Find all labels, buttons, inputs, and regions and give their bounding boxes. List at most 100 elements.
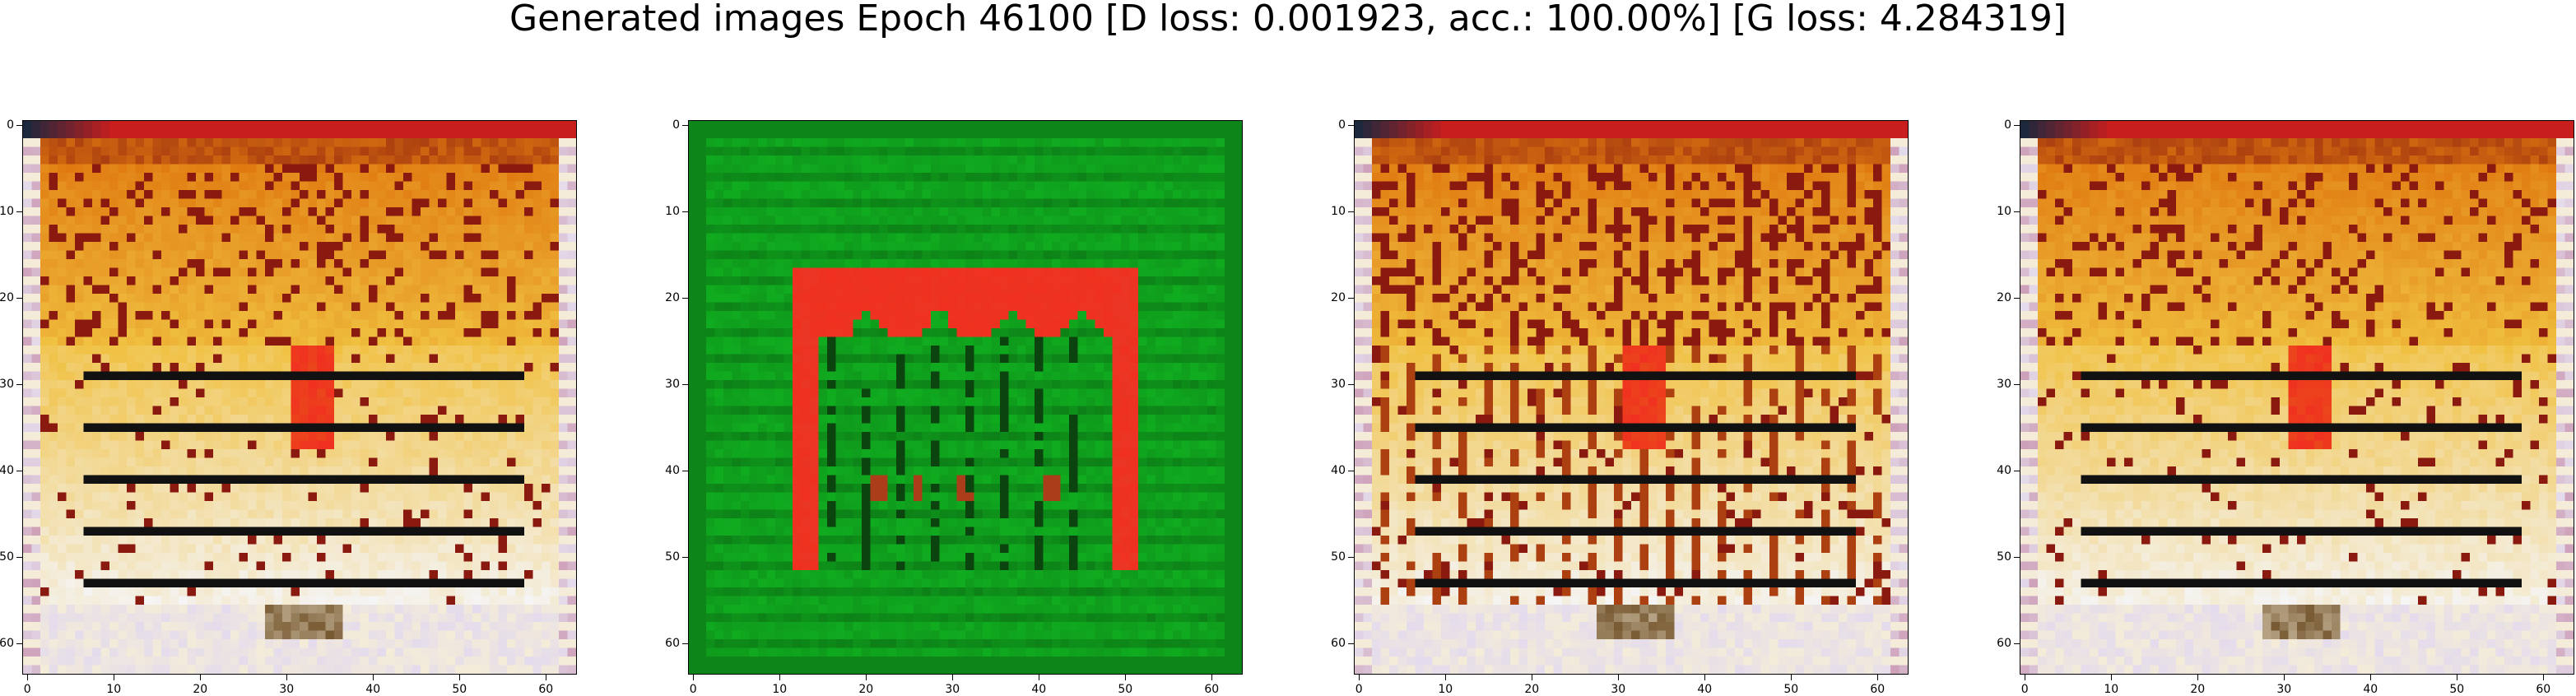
y-tick: [2014, 125, 2020, 127]
x-tick: [200, 675, 202, 680]
x-tick: [2370, 675, 2372, 680]
x-tick-label: 50: [2449, 683, 2465, 696]
x-tick-label: 40: [1031, 683, 1047, 696]
y-tick-label: 30: [0, 378, 14, 392]
x-tick: [952, 675, 954, 680]
x-tick: [2543, 675, 2545, 680]
x-tick-label: 20: [858, 683, 874, 696]
x-tick-label: 20: [193, 683, 208, 696]
x-tick: [1704, 675, 1706, 680]
y-tick-label: 60: [0, 637, 14, 651]
x-tick: [1125, 675, 1127, 680]
y-tick: [16, 298, 22, 299]
y-tick: [682, 557, 688, 559]
figure-title: Generated images Epoch 46100 [D loss: 0.…: [509, 0, 2067, 39]
y-tick-label: 40: [0, 464, 14, 478]
y-tick: [2014, 643, 2020, 645]
x-tick-label: 60: [2536, 683, 2551, 696]
y-tick: [1348, 643, 1354, 645]
y-tick-label: 30: [665, 378, 680, 392]
x-tick-label: 20: [2190, 683, 2206, 696]
x-tick-label: 30: [279, 683, 295, 696]
x-tick-label: 0: [689, 683, 697, 696]
y-tick-label: 40: [1997, 464, 2011, 478]
generated-image: [2020, 121, 2574, 674]
generated-image: [1355, 121, 1908, 674]
x-tick-label: 50: [1783, 683, 1799, 696]
y-tick: [1348, 384, 1354, 386]
image-panel-1: 0 10 20 30 40 50 60 0 10 20 30 40 50 60: [0, 118, 577, 696]
x-tick-label: 10: [2104, 683, 2119, 696]
x-tick: [459, 675, 461, 680]
y-tick: [1348, 211, 1354, 213]
y-tick-label: 40: [665, 464, 680, 478]
x-tick-label: 60: [1870, 683, 1886, 696]
y-tick: [682, 384, 688, 386]
y-tick-label: 10: [1331, 205, 1346, 219]
x-tick: [2197, 675, 2199, 680]
x-tick-label: 30: [1611, 683, 1626, 696]
image-panel-4: 0 10 20 30 40 50 60 0 10 20 30 40 50 60: [1997, 118, 2574, 696]
y-tick-label: 20: [0, 291, 14, 305]
x-tick-label: 40: [365, 683, 381, 696]
x-tick: [779, 675, 781, 680]
y-tick: [682, 298, 688, 299]
x-tick: [1618, 675, 1620, 680]
y-tick: [682, 125, 688, 127]
x-tick: [2111, 675, 2113, 680]
y-tick-label: 50: [0, 550, 14, 564]
image-frame: [22, 120, 577, 675]
y-tick-label: 40: [1331, 464, 1346, 478]
y-tick: [2014, 384, 2020, 386]
x-tick: [1791, 675, 1793, 680]
y-tick-label: 50: [665, 550, 680, 564]
x-tick-label: 20: [1524, 683, 1540, 696]
y-tick-label: 60: [1331, 637, 1346, 651]
x-tick: [27, 675, 29, 680]
y-tick: [16, 643, 22, 645]
y-tick-label: 20: [1997, 291, 2011, 305]
x-tick: [1359, 675, 1360, 680]
x-tick-label: 0: [23, 683, 31, 696]
x-tick-label: 0: [1355, 683, 1363, 696]
x-tick: [373, 675, 374, 680]
y-tick-label: 0: [1338, 118, 1346, 132]
x-tick-label: 50: [452, 683, 467, 696]
x-tick-label: 50: [1118, 683, 1133, 696]
y-tick-label: 0: [672, 118, 680, 132]
y-tick-label: 0: [2004, 118, 2011, 132]
x-tick: [286, 675, 288, 680]
x-tick-label: 10: [106, 683, 122, 696]
x-tick-label: 10: [772, 683, 788, 696]
x-tick: [1211, 675, 1213, 680]
image-frame: [2020, 120, 2574, 675]
y-tick: [682, 643, 688, 645]
y-tick-label: 30: [1997, 378, 2011, 392]
y-tick: [2014, 557, 2020, 559]
y-tick: [16, 211, 22, 213]
image-frame: [1354, 120, 1909, 675]
x-tick: [1445, 675, 1447, 680]
x-tick-label: 60: [538, 683, 554, 696]
y-tick: [16, 557, 22, 559]
x-tick-label: 30: [945, 683, 960, 696]
y-tick-label: 20: [1331, 291, 1346, 305]
y-tick-label: 30: [1331, 378, 1346, 392]
generated-image: [689, 121, 1242, 674]
image-panel-2: 0 10 20 30 40 50 60 0 10 20 30 40 50 60: [665, 118, 1243, 696]
y-tick-label: 10: [1997, 205, 2011, 219]
y-tick-label: 50: [1997, 550, 2011, 564]
generated-image: [23, 121, 576, 674]
y-tick: [1348, 125, 1354, 127]
image-panel-3: 0 10 20 30 40 50 60 0 10 20 30 40 50 60: [1331, 118, 1909, 696]
x-tick-label: 30: [2276, 683, 2292, 696]
y-tick: [16, 125, 22, 127]
y-tick: [1348, 298, 1354, 299]
y-tick-label: 60: [1997, 637, 2011, 651]
y-tick-label: 60: [665, 637, 680, 651]
y-tick-label: 10: [665, 205, 680, 219]
y-tick: [1348, 557, 1354, 559]
x-tick-label: 40: [1697, 683, 1713, 696]
image-frame: [688, 120, 1243, 675]
y-tick-label: 50: [1331, 550, 1346, 564]
